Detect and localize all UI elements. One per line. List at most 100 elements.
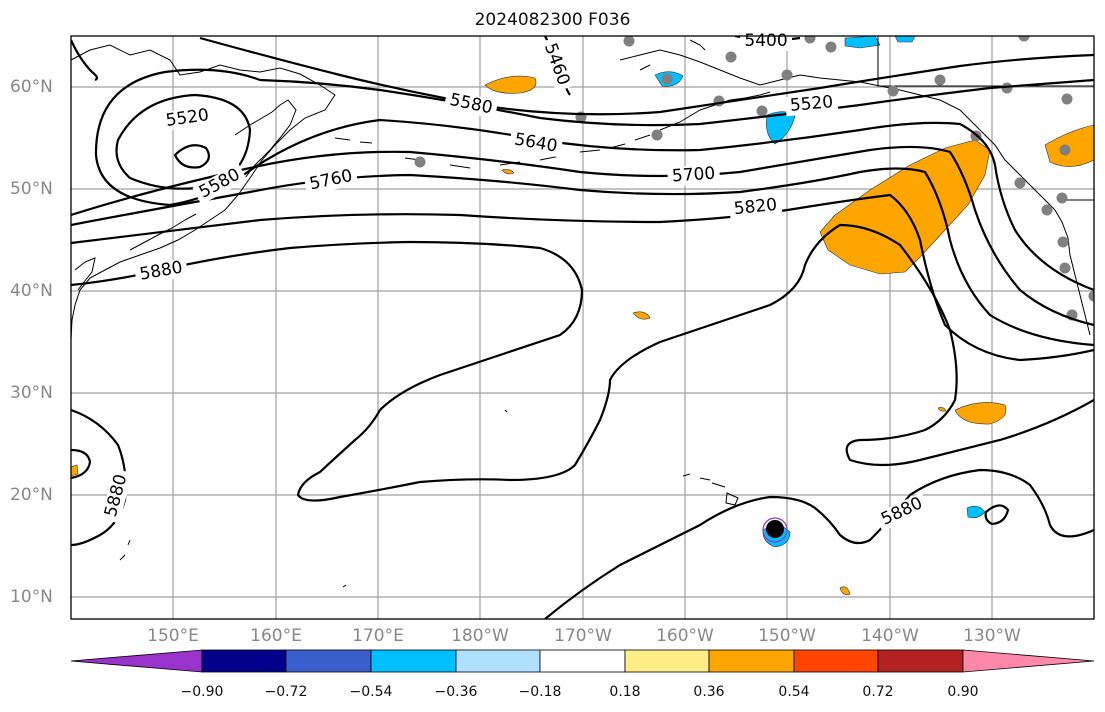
- colorbar-swatch: [793, 649, 879, 673]
- station-dot: [825, 41, 837, 53]
- contour-north-1: [71, 39, 99, 82]
- anomaly-area-alaska-2: [894, 36, 916, 43]
- colorbar-tick-label: −0.72: [264, 684, 308, 700]
- anomaly-area-bering: [484, 75, 537, 94]
- lon-label-160e: 160°E: [250, 626, 302, 646]
- anomaly-area-alaska-1: [844, 36, 881, 49]
- lon-label-160w: 160°W: [656, 626, 714, 646]
- height-contours: [71, 36, 1094, 619]
- colorbar-tick-label: −0.18: [518, 684, 562, 700]
- colorbar-tick-label: −0.36: [434, 684, 478, 700]
- station-dot: [804, 36, 816, 44]
- lon-label-170w: 170°W: [554, 626, 612, 646]
- storm-ring: [762, 517, 788, 543]
- colorbar-swatch: [962, 649, 1095, 673]
- lat-label-20n: 20°N: [10, 485, 53, 505]
- contour-label: 5640: [513, 129, 559, 156]
- colorbar-swatch: [70, 649, 203, 673]
- anomaly-area-gulf: [766, 111, 796, 145]
- contour-label: 5760: [308, 166, 354, 195]
- station-dot: [623, 36, 635, 47]
- colorbar-swatch: [877, 649, 964, 673]
- coast-hawaii: [682, 473, 739, 506]
- lon-label-140w: 140°W: [861, 626, 919, 646]
- stations: [414, 36, 1094, 321]
- lat-label-30n: 30°N: [10, 383, 53, 403]
- station-dot: [725, 51, 737, 63]
- contour-label: 5880: [878, 493, 926, 529]
- station-dot: [1057, 236, 1069, 248]
- lon-label-130w: 130°W: [963, 626, 1021, 646]
- station-dot: [713, 95, 725, 107]
- contour-label: 5460: [540, 41, 574, 88]
- station-dot: [756, 105, 768, 117]
- contour-label: 5880: [101, 472, 132, 519]
- station-dot: [1014, 177, 1026, 189]
- colorbar-tick-label: 0.54: [778, 684, 810, 700]
- colorbar: [70, 649, 1095, 673]
- lon-label-150e: 150°E: [147, 626, 199, 646]
- anomaly-area-small-4: [71, 464, 79, 477]
- contour-5880-north: [71, 223, 1094, 502]
- lon-label-170e: 170°E: [352, 626, 404, 646]
- colorbar-tick-label: 0.18: [609, 684, 641, 700]
- station-dot: [661, 73, 673, 85]
- positive-anomaly-fills: [71, 75, 1094, 596]
- colorbar-swatch: [201, 649, 287, 673]
- lat-label-10n: 10°N: [10, 587, 53, 607]
- contour-label: 5580: [448, 90, 494, 119]
- anomaly-area-northeast-pacific: [819, 139, 991, 275]
- station-dot: [887, 85, 899, 97]
- colorbar-tick-label: 0.72: [862, 684, 894, 700]
- contour-5580-west: [94, 68, 261, 156]
- colorbar-tick-label: 0.36: [693, 684, 725, 700]
- colorbar-swatch: [285, 649, 372, 673]
- border-alaska-canada: [877, 36, 1094, 87]
- lat-label-60n: 60°N: [10, 77, 53, 97]
- station-dot: [1059, 262, 1071, 274]
- coast-small-islands: [119, 39, 706, 588]
- colorbar-swatch: [370, 649, 457, 673]
- station-dot: [781, 69, 793, 81]
- contour-label: 5400: [744, 31, 787, 51]
- colorbar-swatch: [455, 649, 541, 673]
- map-frame: [70, 35, 1095, 620]
- contour-label: 5520: [164, 105, 210, 131]
- contour-label: 5520: [789, 92, 834, 116]
- contour-5580: [259, 78, 1094, 127]
- map-title: 2024082300 F036: [474, 10, 631, 30]
- lon-label-180w: 180°W: [451, 626, 509, 646]
- station-dot: [1001, 82, 1013, 94]
- anomaly-area-canada: [1044, 124, 1094, 167]
- station-dot: [1059, 144, 1071, 156]
- lon-label-150w: 150°W: [758, 626, 816, 646]
- station-dot: [1018, 36, 1030, 42]
- colorbar-tick-label: −0.54: [349, 684, 393, 700]
- contour-label: 5700: [671, 164, 716, 187]
- station-dot: [414, 156, 426, 168]
- colorbar-tick-label: −0.90: [180, 684, 224, 700]
- coast-alaska: [619, 49, 1091, 336]
- station-dot: [934, 74, 946, 86]
- storm-center-marker: [766, 520, 784, 538]
- contour-5760: [71, 167, 1094, 347]
- station-dot: [1041, 204, 1053, 216]
- station-dot: [1056, 192, 1068, 204]
- contour-5880-west-ring: [71, 448, 92, 480]
- anomaly-area-small-2: [937, 407, 947, 412]
- contour-5880-ring-east: [984, 504, 1010, 526]
- contour-5520-outer: [115, 93, 252, 190]
- colorbar-swatch: [708, 649, 795, 673]
- colorbar-swatch: [624, 649, 710, 673]
- station-dot: [651, 129, 663, 141]
- contour-5640: [229, 118, 1094, 292]
- coast-alaska-peninsula: [679, 91, 771, 123]
- colorbar-tick-label: 0.90: [947, 684, 979, 700]
- anomaly-area-small-1: [632, 311, 651, 320]
- anomaly-area-small-5: [839, 586, 851, 596]
- contour-5880-south: [544, 468, 1094, 619]
- lat-label-50n: 50°N: [10, 179, 53, 199]
- contour-north-2: [199, 36, 1094, 116]
- anomaly-area-small-3: [501, 169, 515, 175]
